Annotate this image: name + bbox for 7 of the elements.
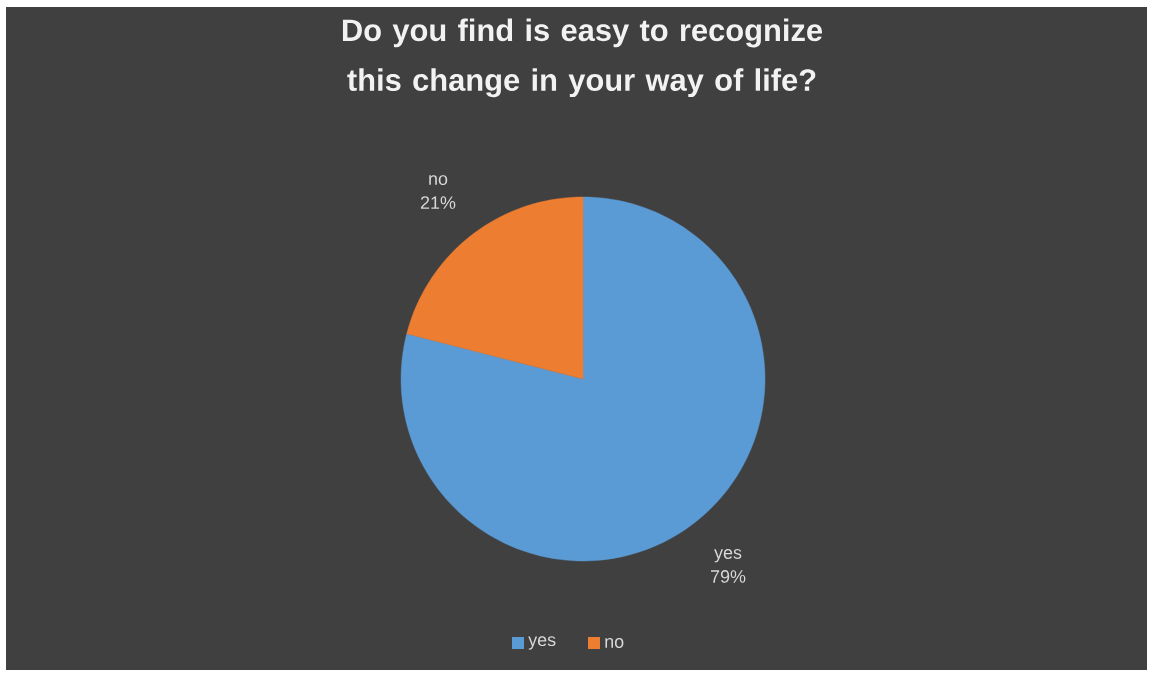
slice-label: yes [714, 549, 742, 563]
data-label: 79% [711, 570, 746, 583]
legend-label: yes [528, 636, 556, 650]
data-label: 21% [420, 196, 456, 209]
chart-title: Do you find is easy to recognize this change in your way of life? [342, 18, 823, 98]
slice-label: no [429, 175, 448, 186]
legend-label: no [605, 638, 624, 648]
